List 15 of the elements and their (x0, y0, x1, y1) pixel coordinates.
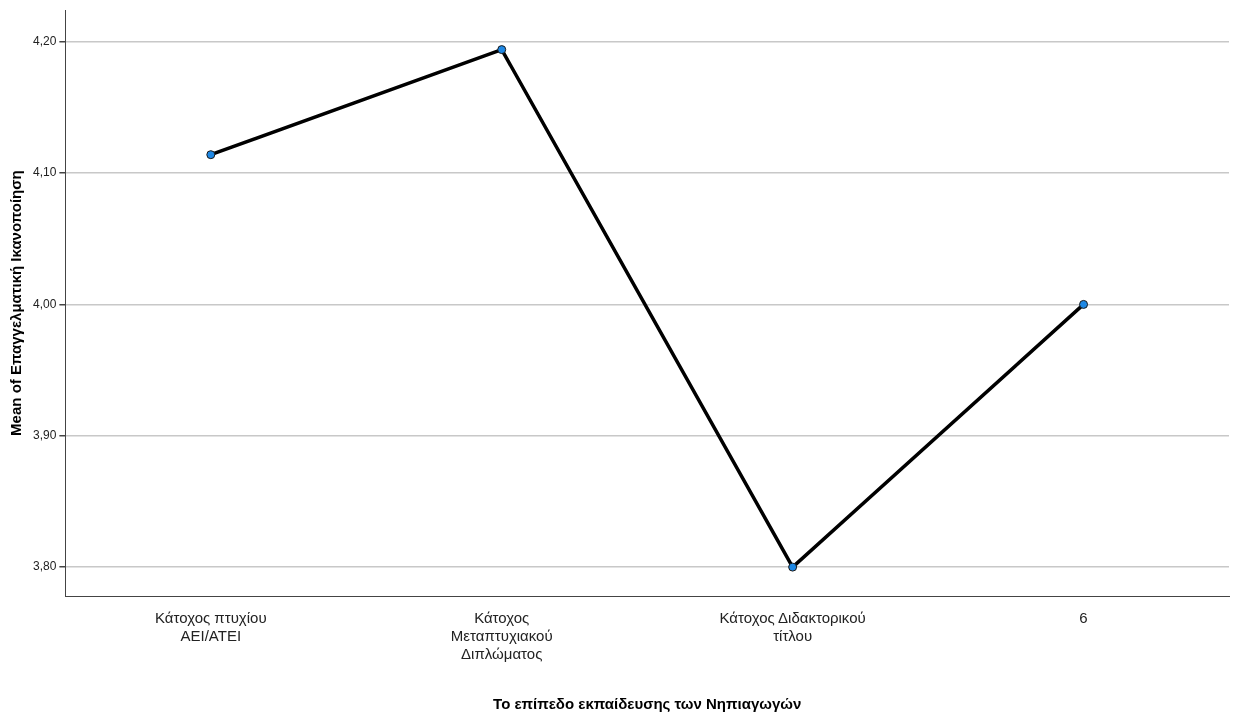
x-tick-label: Κάτοχος Μεταπτυχιακού Διπλώματος (450, 609, 553, 663)
y-tick-label: 3,90 (33, 428, 57, 443)
y-axis-title: Mean of Επαγγελματική Ικανοποίηση (7, 170, 25, 436)
x-tick-label: 6 (1079, 609, 1088, 627)
point (206, 150, 216, 160)
y-tick-label: 4,20 (33, 34, 57, 49)
y-tick-label: 4,00 (33, 296, 57, 311)
y-tick-label: 4,10 (33, 165, 57, 180)
point (497, 45, 507, 55)
x-tick-label: Κάτοχος πτυχίου ΑΕΙ/ΑΤΕΙ (155, 609, 267, 645)
point (788, 562, 798, 572)
y-tick-label: 3,80 (33, 559, 57, 574)
x-tick-label: Κάτοχος Διδακτορικού τίτλου (719, 609, 866, 645)
x-axis-title: Το επίπεδο εκπαίδευσης των Νηπιαγωγών (493, 695, 802, 713)
point (1079, 299, 1089, 309)
